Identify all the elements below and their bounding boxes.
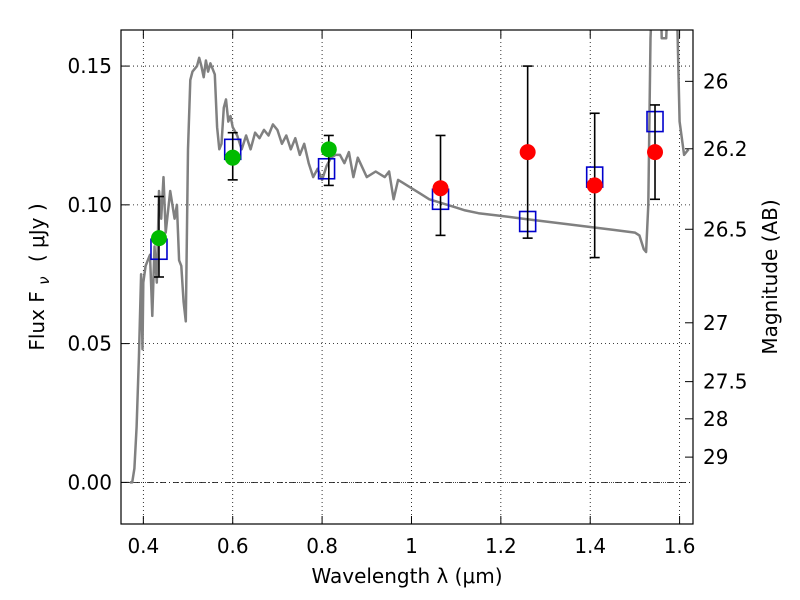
y2-tick-label: 27 xyxy=(703,311,728,335)
x-tick-label: 1 xyxy=(405,534,418,558)
model-square-marker xyxy=(317,157,336,180)
x-tick-label: 0.8 xyxy=(306,534,338,558)
x-tick-label: 1.6 xyxy=(664,534,696,558)
x-tick-label: 1.2 xyxy=(485,534,517,558)
observed-point-red xyxy=(586,177,603,194)
x-tick-label: 0.4 xyxy=(127,534,159,558)
y2-tick-label: 26.2 xyxy=(703,137,748,161)
y2-tick-label: 28 xyxy=(703,407,728,431)
observed-points xyxy=(150,141,664,247)
y-axis-label-unit: ( μJy ) xyxy=(25,203,49,262)
y2-axis-label: Magnitude (AB) xyxy=(758,199,782,354)
observed-point-red xyxy=(519,144,536,161)
observed-point-green xyxy=(320,141,337,158)
observed-point-red xyxy=(647,144,664,161)
y-axis-label-main: Flux F xyxy=(25,291,49,350)
y-tick-label: 0.10 xyxy=(67,193,112,217)
y-tick-label: 0.15 xyxy=(67,54,112,78)
y2-axis-label-group: Magnitude (AB) xyxy=(758,199,782,354)
x-tick-label: 0.6 xyxy=(217,534,249,558)
axis-ticks xyxy=(121,30,693,524)
y-tick-label: 0.00 xyxy=(67,470,112,494)
y2-tick-label: 29 xyxy=(703,445,728,469)
y2-tick-label: 27.5 xyxy=(703,370,748,394)
plot-frame xyxy=(120,29,694,525)
y-axis-label: Flux F ν ( μJy ) xyxy=(25,203,54,350)
model-spectrum-line xyxy=(129,30,690,484)
observed-point-green xyxy=(224,149,241,166)
y2-tick-label: 26 xyxy=(703,69,728,93)
observed-point-red xyxy=(432,180,449,197)
x-tick-labels: 0.4 0.6 0.8 1 1.2 1.4 1.6 xyxy=(127,534,695,558)
observed-point-green xyxy=(150,230,167,247)
y-axis-label-nu: ν xyxy=(35,276,53,284)
y-axis-label-group: Flux F ν ( μJy ) xyxy=(25,203,54,350)
y-tick-labels: 0.00 0.05 0.10 0.15 xyxy=(67,54,112,494)
grid-lines xyxy=(121,30,693,524)
y2-tick-label: 26.5 xyxy=(703,217,748,241)
x-axis-label: Wavelength λ (μm) xyxy=(311,564,502,588)
y-tick-label: 0.05 xyxy=(67,332,112,356)
x-tick-label: 1.4 xyxy=(574,534,606,558)
y2-tick-labels: 26 26.2 26.5 27 27.5 28 29 xyxy=(703,69,748,469)
